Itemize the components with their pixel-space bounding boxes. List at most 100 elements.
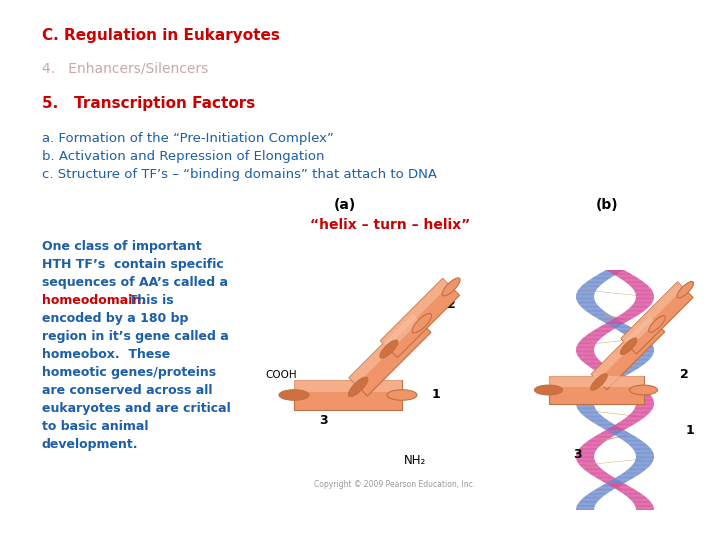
Polygon shape: [595, 275, 614, 276]
Polygon shape: [585, 283, 603, 284]
Polygon shape: [634, 301, 653, 302]
Polygon shape: [590, 386, 609, 387]
Polygon shape: [576, 351, 594, 352]
Polygon shape: [577, 407, 595, 408]
Polygon shape: [595, 362, 635, 368]
Polygon shape: [349, 314, 420, 385]
Polygon shape: [635, 460, 653, 461]
Polygon shape: [635, 506, 654, 507]
Polygon shape: [633, 342, 652, 343]
Polygon shape: [577, 462, 596, 463]
Polygon shape: [613, 478, 632, 480]
Polygon shape: [616, 435, 634, 436]
Polygon shape: [585, 310, 604, 311]
Polygon shape: [636, 508, 654, 509]
Polygon shape: [579, 502, 598, 503]
Polygon shape: [624, 388, 644, 389]
Polygon shape: [613, 425, 633, 426]
Polygon shape: [600, 486, 619, 487]
Polygon shape: [590, 474, 609, 475]
Polygon shape: [636, 454, 654, 455]
Polygon shape: [577, 346, 595, 347]
Polygon shape: [612, 319, 631, 320]
Polygon shape: [586, 442, 605, 443]
Polygon shape: [590, 314, 610, 315]
Text: region in it’s gene called a: region in it’s gene called a: [42, 330, 229, 343]
Polygon shape: [629, 338, 648, 339]
Polygon shape: [584, 416, 603, 417]
Polygon shape: [577, 344, 596, 345]
Polygon shape: [549, 376, 644, 387]
Polygon shape: [593, 490, 613, 491]
Polygon shape: [607, 375, 626, 376]
Polygon shape: [636, 402, 654, 403]
Polygon shape: [586, 418, 606, 419]
Polygon shape: [620, 314, 639, 315]
Polygon shape: [620, 385, 639, 386]
Polygon shape: [600, 435, 630, 441]
Polygon shape: [593, 422, 613, 423]
Polygon shape: [606, 270, 626, 271]
Polygon shape: [636, 507, 654, 508]
Polygon shape: [597, 328, 616, 329]
Polygon shape: [577, 504, 595, 505]
Polygon shape: [636, 349, 654, 350]
Ellipse shape: [279, 390, 309, 400]
Polygon shape: [577, 408, 595, 409]
Polygon shape: [632, 394, 651, 395]
Polygon shape: [595, 477, 615, 478]
Polygon shape: [593, 383, 613, 384]
Polygon shape: [611, 486, 630, 487]
Polygon shape: [634, 290, 652, 291]
Polygon shape: [632, 357, 651, 359]
Polygon shape: [621, 313, 641, 314]
Polygon shape: [627, 496, 646, 497]
Polygon shape: [576, 352, 595, 353]
Polygon shape: [623, 440, 642, 441]
Polygon shape: [628, 284, 647, 285]
Polygon shape: [636, 406, 654, 407]
Polygon shape: [576, 295, 594, 296]
Polygon shape: [581, 307, 600, 308]
Polygon shape: [635, 300, 653, 301]
Polygon shape: [626, 470, 645, 471]
Polygon shape: [631, 500, 649, 501]
Text: One class of important: One class of important: [42, 240, 202, 253]
Polygon shape: [590, 420, 608, 421]
Polygon shape: [629, 391, 647, 392]
Polygon shape: [603, 314, 627, 320]
Polygon shape: [618, 330, 637, 331]
Polygon shape: [582, 498, 601, 499]
Polygon shape: [604, 322, 624, 323]
Text: c. Structure of TF’s – “binding domains” that attach to DNA: c. Structure of TF’s – “binding domains”…: [42, 168, 437, 181]
Polygon shape: [634, 344, 652, 345]
Text: b. Activation and Repression of Elongation: b. Activation and Repression of Elongati…: [42, 150, 325, 163]
Polygon shape: [632, 501, 651, 502]
Polygon shape: [576, 405, 594, 406]
Polygon shape: [630, 499, 649, 500]
Text: homeobox.  These: homeobox. These: [42, 348, 170, 361]
Text: 5.   Transcription Factors: 5. Transcription Factors: [42, 96, 256, 111]
Polygon shape: [615, 424, 634, 425]
Text: This is: This is: [120, 294, 174, 307]
Polygon shape: [616, 489, 635, 490]
Polygon shape: [576, 403, 594, 404]
Polygon shape: [592, 315, 611, 316]
Polygon shape: [629, 468, 647, 469]
Polygon shape: [616, 275, 635, 276]
Polygon shape: [581, 500, 600, 501]
Polygon shape: [577, 461, 595, 462]
Polygon shape: [600, 379, 620, 380]
Polygon shape: [636, 458, 654, 460]
Text: NH₂: NH₂: [404, 454, 426, 467]
Polygon shape: [636, 405, 654, 406]
Polygon shape: [598, 327, 618, 328]
Polygon shape: [580, 465, 598, 466]
Polygon shape: [613, 328, 633, 329]
Polygon shape: [591, 316, 665, 390]
Polygon shape: [634, 408, 653, 409]
Polygon shape: [634, 291, 653, 292]
Polygon shape: [576, 404, 594, 405]
Polygon shape: [580, 466, 599, 467]
Polygon shape: [628, 497, 647, 498]
